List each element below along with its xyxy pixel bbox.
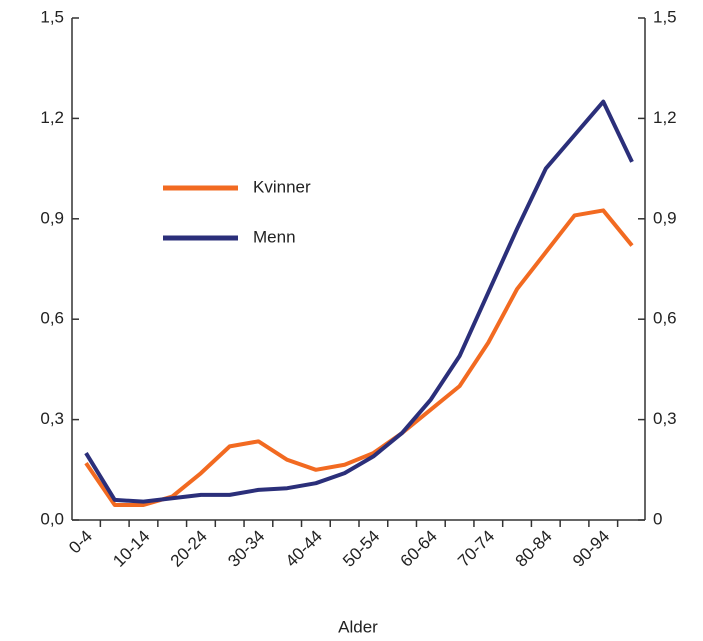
x-tick-label: 0-4 [65,527,96,558]
y2-tick-label: 1,5 [653,7,677,26]
y-tick-label: 0,6 [40,309,64,328]
x-tick-label: 90-94 [569,527,613,571]
x-tick-label: 30-34 [224,527,268,571]
x-tick-label: 60-64 [397,527,441,571]
x-tick-label: 10-14 [109,527,153,571]
x-tick-label: 70-74 [454,527,498,571]
y-tick-label: 0,3 [40,409,64,428]
x-tick-label: 80-84 [512,527,556,571]
y2-tick-label: 0 [653,509,662,528]
y2-tick-label: 1,2 [653,108,677,127]
y2-tick-label: 0,3 [653,409,677,428]
legend-label: Menn [253,227,296,246]
x-tick-label: 20-24 [167,527,211,571]
series-line [84,208,634,507]
series-line [84,99,634,504]
legend-label: Kvinner [253,177,311,196]
y2-tick-label: 0,6 [653,309,677,328]
y-tick-label: 1,2 [40,108,64,127]
y-tick-label: 0,9 [40,208,64,227]
x-tick-label: 40-44 [282,527,326,571]
y-tick-label: 0,0 [40,509,64,528]
x-axis-title: Alder [338,617,378,636]
y2-tick-label: 0,9 [653,208,677,227]
y-tick-label: 1,5 [40,7,64,26]
x-tick-label: 50-54 [339,527,383,571]
